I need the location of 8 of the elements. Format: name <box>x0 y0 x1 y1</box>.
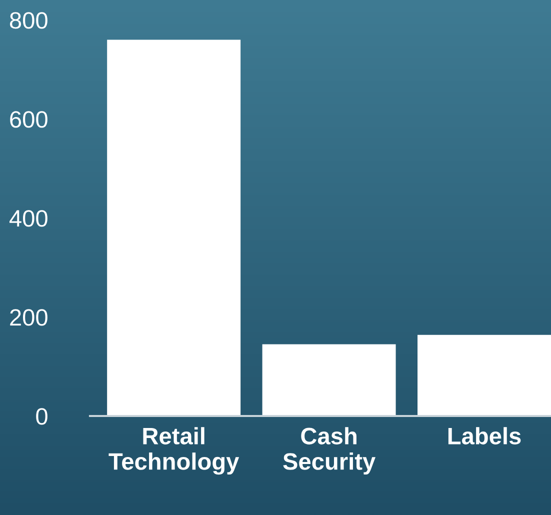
y-tick-label: 400 <box>9 210 48 227</box>
x-tick-label: Cash Security <box>283 427 376 475</box>
y-tick-label: 200 <box>10 309 48 326</box>
y-tick-label: 800 <box>10 12 48 29</box>
x-tick-label: Labels <box>448 427 521 444</box>
y-tick-label: 600 <box>10 111 48 128</box>
x-tick-label: Retail Technology <box>108 427 240 475</box>
y-tick-label: 0 <box>36 408 48 425</box>
